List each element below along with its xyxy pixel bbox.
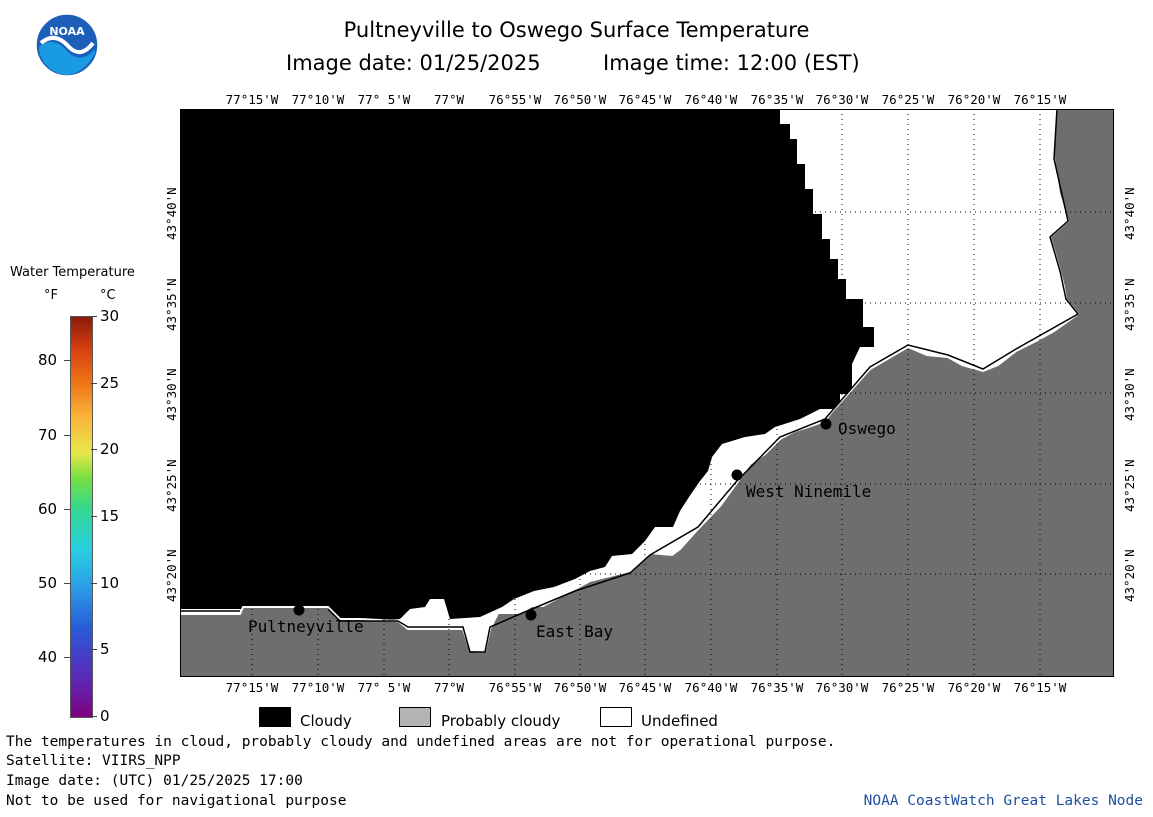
lon-tick-label: 76°15'W: [1013, 92, 1067, 107]
lon-tick-label: 77°15'W: [225, 92, 279, 107]
celsius-tick-mark: [91, 449, 97, 451]
unit-c: °C: [100, 288, 116, 303]
lat-tick-label: 43°30'N: [1122, 368, 1137, 421]
credit: NOAA CoastWatch Great Lakes Node: [863, 793, 1143, 809]
fahrenheit-tick-mark: [64, 360, 70, 362]
lon-tick-label: 76°55'W: [488, 92, 542, 107]
lon-tick-label: 76°25'W: [881, 92, 935, 107]
lat-tick-label: 43°35'N: [1122, 278, 1137, 331]
fahrenheit-tick-mark: [64, 656, 70, 658]
marker-west-ninemile: [731, 469, 743, 481]
celsius-tick-mark: [91, 716, 97, 717]
fahrenheit-tick-label: 60: [38, 499, 58, 518]
logo-text: NOAA: [49, 25, 85, 38]
lon-tick-label: 77°W: [433, 92, 465, 107]
celsius-tick-label: 15: [100, 507, 120, 525]
cloud-area: [180, 109, 874, 624]
lon-tick-label: 76°35'W: [750, 680, 804, 695]
fahrenheit-tick-mark: [64, 434, 70, 436]
lon-tick-label: 77°W: [433, 680, 465, 695]
disclaimer: The temperatures in cloud, probably clou…: [6, 734, 836, 750]
colorbar-title: Water Temperature: [10, 265, 135, 280]
lat-tick-label: 43°25'N: [1122, 459, 1137, 512]
celsius-tick-mark: [91, 582, 97, 584]
legend-cloudy: Cloudy: [300, 712, 352, 730]
lon-tick-label: 77° 5'W: [357, 92, 411, 107]
lat-tick-label: 43°30'N: [164, 368, 179, 421]
lat-tick-label: 43°20'N: [1122, 549, 1137, 602]
image-time: Image time: 12:00 (EST): [603, 51, 860, 75]
lon-tick-label: 76°45'W: [618, 92, 672, 107]
lat-tick-label: 43°35'N: [164, 278, 179, 331]
lon-tick-label: 76°50'W: [553, 92, 607, 107]
fahrenheit-tick-label: 70: [38, 425, 58, 444]
celsius-tick-mark: [91, 649, 97, 651]
lon-tick-label: 77°10'W: [291, 680, 345, 695]
lon-tick-label: 77°15'W: [225, 680, 279, 695]
marker-oswego: [820, 418, 832, 430]
lon-tick-label: 77°10'W: [291, 92, 345, 107]
graticule: [180, 109, 1114, 677]
lat-tick-label: 43°40'N: [164, 187, 179, 240]
lon-tick-label: 76°30'W: [815, 680, 869, 695]
fahrenheit-tick-label: 50: [38, 573, 58, 592]
label-west-ninemile: West Ninemile: [746, 482, 872, 501]
page-title: Pultneyville to Oswego Surface Temperatu…: [343, 18, 810, 42]
swatch-cloudy: [259, 707, 291, 727]
lon-tick-label: 76°20'W: [947, 680, 1001, 695]
swatch-undefined: [600, 707, 632, 727]
lon-tick-label: 76°55'W: [488, 680, 542, 695]
lon-tick-label: 76°50'W: [553, 680, 607, 695]
celsius-tick-label: 10: [100, 573, 120, 592]
lon-tick-label: 77° 5'W: [357, 680, 411, 695]
fahrenheit-tick-label: 40: [38, 647, 58, 666]
lon-tick-label: 76°15'W: [1013, 680, 1067, 695]
celsius-tick-mark: [91, 316, 97, 317]
label-oswego: Oswego: [838, 419, 896, 438]
lon-tick-label: 76°20'W: [947, 92, 1001, 107]
lon-tick-label: 76°40'W: [684, 92, 738, 107]
legend-probably-cloudy: Probably cloudy: [441, 712, 561, 730]
noaa-logo: NOAA: [35, 13, 99, 77]
satellite: Satellite: VIIRS_NPP: [6, 753, 181, 769]
lon-tick-label: 76°30'W: [815, 92, 869, 107]
fahrenheit-tick-label: 80: [38, 351, 58, 370]
lon-tick-label: 76°45'W: [618, 680, 672, 695]
nav-warning: Not to be used for navigational purpose: [6, 793, 347, 809]
fahrenheit-tick-mark: [64, 508, 70, 510]
celsius-tick-label: 5: [100, 640, 110, 659]
lon-tick-label: 76°40'W: [684, 680, 738, 695]
lon-tick-label: 76°25'W: [881, 680, 935, 695]
marker-pultneyville: [293, 604, 305, 616]
celsius-tick-label: 0: [100, 707, 110, 725]
lat-tick-label: 43°20'N: [164, 549, 179, 602]
celsius-tick-mark: [91, 516, 97, 517]
unit-f: °F: [44, 288, 58, 303]
swatch-probably-cloudy: [399, 707, 431, 727]
celsius-tick-label: 20: [100, 440, 120, 459]
lon-tick-label: 76°35'W: [750, 92, 804, 107]
image-date: Image date: 01/25/2025: [286, 51, 541, 75]
celsius-tick-label: 25: [100, 373, 120, 392]
colorbar: [70, 316, 93, 718]
label-pultneyville: Pultneyville: [248, 617, 364, 636]
celsius-tick-mark: [91, 382, 97, 384]
lat-tick-label: 43°25'N: [164, 459, 179, 512]
legend-undefined: Undefined: [641, 712, 718, 730]
celsius-tick-label: 30: [100, 307, 120, 325]
lat-tick-label: 43°40'N: [1122, 187, 1137, 240]
utc-date: Image date: (UTC) 01/25/2025 17:00: [6, 773, 303, 789]
label-east-bay: East Bay: [536, 622, 614, 641]
temperature-map: [180, 109, 1114, 677]
fahrenheit-tick-mark: [64, 582, 70, 584]
marker-east-bay: [525, 609, 537, 621]
